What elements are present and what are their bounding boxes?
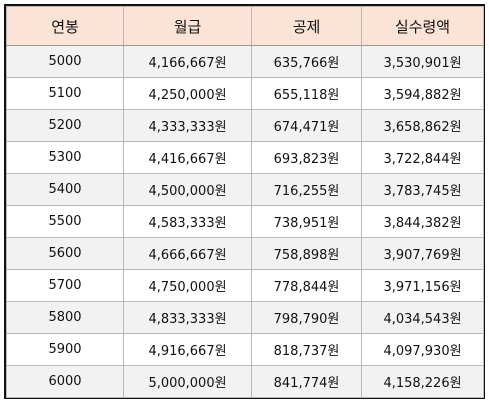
deduction-cell: 655,118원 (251, 77, 362, 110)
annual-salary-cell: 5400 (6, 173, 124, 206)
take-home-pay-cell: 4,097,930원 (361, 333, 484, 366)
monthly-salary-cell: 4,750,000원 (123, 269, 252, 302)
deduction-cell: 716,255원 (251, 173, 362, 206)
deduction-cell: 693,823원 (251, 141, 362, 174)
salary-table: 연봉 월급 공제 실수령액 5000 4,166,667원 635,766원 3,53… (6, 6, 484, 398)
monthly-salary-cell: 4,166,667원 (123, 45, 252, 78)
take-home-pay-cell: 3,658,862원 (361, 109, 484, 142)
take-home-pay-cell: 3,907,769원 (361, 237, 484, 270)
deduction-cell: 818,737원 (251, 333, 362, 366)
take-home-pay-cell: 3,844,382원 (361, 205, 484, 238)
annual-salary-cell: 5100 (6, 77, 124, 110)
header-row: 연봉 월급 공제 실수령액 (6, 6, 484, 46)
monthly-salary-cell: 4,500,000원 (123, 173, 252, 206)
annual-salary-cell: 5000 (6, 45, 124, 78)
take-home-pay-cell: 4,158,226원 (361, 365, 484, 398)
monthly-salary-cell: 4,250,000원 (123, 77, 252, 110)
deduction-cell: 738,951원 (251, 205, 362, 238)
monthly-salary-cell: 4,333,333원 (123, 109, 252, 142)
table-row: 6000 5,000,000원 841,774원 4,158,226원 (6, 365, 484, 398)
annual-salary-cell: 5700 (6, 269, 124, 302)
table-body: 5000 4,166,667원 635,766원 3,530,901원 5100 4,25… (6, 45, 484, 398)
table-row: 5100 4,250,000원 655,118원 3,594,882원 (6, 77, 484, 110)
monthly-salary-cell: 4,416,667원 (123, 141, 252, 174)
annual-salary-cell: 5600 (6, 237, 124, 270)
table-row: 5400 4,500,000원 716,255원 3,783,745원 (6, 173, 484, 206)
table-row: 5800 4,833,333원 798,790원 4,034,543원 (6, 301, 484, 334)
take-home-pay-cell: 3,783,745원 (361, 173, 484, 206)
annual-salary-cell: 5500 (6, 205, 124, 238)
annual-salary-cell: 5200 (6, 109, 124, 142)
table-row: 5000 4,166,667원 635,766원 3,530,901원 (6, 45, 484, 78)
header-deduction: 공제 (251, 6, 362, 46)
monthly-salary-cell: 4,916,667원 (123, 333, 252, 366)
salary-table-container: 연봉 월급 공제 실수령액 5000 4,166,667원 635,766원 3,53… (4, 4, 485, 399)
deduction-cell: 798,790원 (251, 301, 362, 334)
take-home-pay-cell: 4,034,543원 (361, 301, 484, 334)
table-row: 5300 4,416,667원 693,823원 3,722,844원 (6, 141, 484, 174)
deduction-cell: 841,774원 (251, 365, 362, 398)
deduction-cell: 674,471원 (251, 109, 362, 142)
header-monthly-salary: 월급 (123, 6, 252, 46)
table-row: 5500 4,583,333원 738,951원 3,844,382원 (6, 205, 484, 238)
monthly-salary-cell: 4,583,333원 (123, 205, 252, 238)
table-row: 5200 4,333,333원 674,471원 3,658,862원 (6, 109, 484, 142)
header-annual-salary: 연봉 (6, 6, 124, 46)
table-row: 5600 4,666,667원 758,898원 3,907,769원 (6, 237, 484, 270)
table-row: 5900 4,916,667원 818,737원 4,097,930원 (6, 333, 484, 366)
annual-salary-cell: 6000 (6, 365, 124, 398)
table-row: 5700 4,750,000원 778,844원 3,971,156원 (6, 269, 484, 302)
annual-salary-cell: 5300 (6, 141, 124, 174)
deduction-cell: 758,898원 (251, 237, 362, 270)
annual-salary-cell: 5800 (6, 301, 124, 334)
header-take-home-pay: 실수령액 (361, 6, 484, 46)
deduction-cell: 635,766원 (251, 45, 362, 78)
annual-salary-cell: 5900 (6, 333, 124, 366)
deduction-cell: 778,844원 (251, 269, 362, 302)
table-header: 연봉 월급 공제 실수령액 (6, 6, 484, 46)
monthly-salary-cell: 5,000,000원 (123, 365, 252, 398)
monthly-salary-cell: 4,833,333원 (123, 301, 252, 334)
take-home-pay-cell: 3,971,156원 (361, 269, 484, 302)
take-home-pay-cell: 3,530,901원 (361, 45, 484, 78)
monthly-salary-cell: 4,666,667원 (123, 237, 252, 270)
take-home-pay-cell: 3,594,882원 (361, 77, 484, 110)
take-home-pay-cell: 3,722,844원 (361, 141, 484, 174)
